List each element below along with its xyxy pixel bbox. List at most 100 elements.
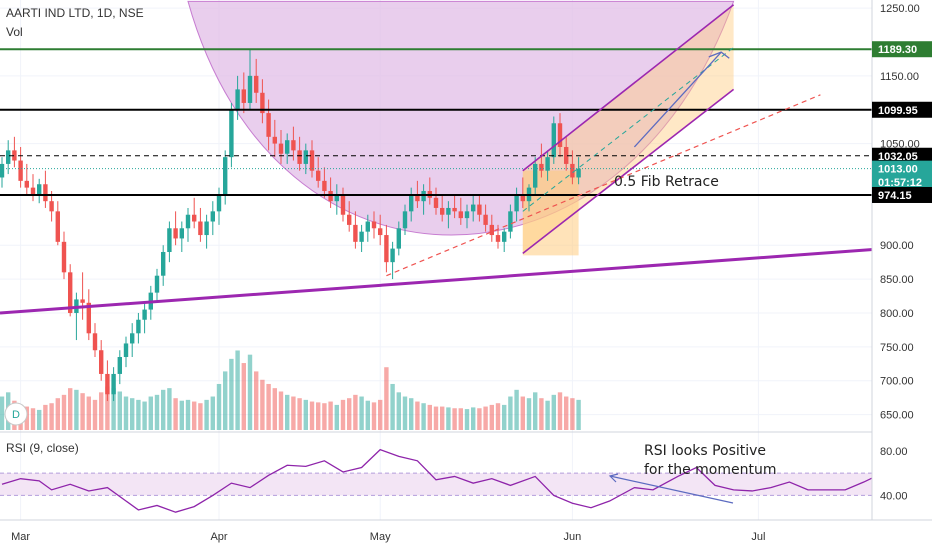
candle-body [371,221,377,229]
candle-body [216,194,222,212]
volume-bar [520,396,525,430]
candle-body [495,235,501,242]
candle-body [161,251,166,276]
candle-body [378,228,383,236]
candle-body [49,201,54,212]
candle-body [30,187,36,195]
volume-bar [272,388,277,430]
volume-bar [86,396,91,430]
volume-bar [278,391,284,430]
volume-bar [204,399,209,430]
volume-bar [30,408,36,430]
price-tick-label: 750.00 [880,342,914,354]
candle-body [508,211,513,232]
rsi-label: RSI (9, close) [6,441,79,455]
time-tick-label: Jun [564,531,582,543]
volume-bar [557,392,563,430]
projection-arrow [633,51,722,148]
candle-body [6,150,11,164]
volume-bar [254,371,259,430]
candle-body [0,163,5,178]
volume-bar [198,403,203,430]
volume-bar [266,383,271,430]
price-tag-label: 1099.95 [878,105,918,117]
volume-bar [533,392,538,430]
rsi-arrow-head [608,473,619,483]
d-badge[interactable] [4,402,28,426]
candle-body [117,357,122,374]
candle-body [477,204,482,215]
volume-bar [216,383,222,430]
volume-bar [440,406,445,430]
time-axis-bg [0,520,932,550]
candle-body [173,228,178,239]
volume-bar [210,396,215,430]
candle-body [278,143,284,154]
candle-body [502,231,507,242]
volume-bar [142,401,147,430]
price-tick-label: 1050.00 [880,139,920,151]
price-tick-label: 850.00 [880,274,914,286]
volume-bar [539,398,544,430]
candle-body [545,157,550,171]
volume-bar [303,399,308,430]
candle-body [136,319,141,334]
candle-body [322,180,327,192]
candle-body [223,157,228,195]
fib-annotation: 0.5 Fib Retrace [614,174,719,190]
time-tick-label: Mar [11,531,30,543]
volume-bar [489,404,494,430]
candle-body [167,228,172,252]
price-tag-label: 01:57:12 [878,177,922,189]
volume-bar [421,403,426,430]
candle-body [359,231,364,242]
price-tick-label: 1250.00 [880,3,920,15]
volume-bar [68,388,73,430]
candle-body [254,75,259,93]
volume-bar [105,386,110,430]
price-tag [872,147,932,164]
volume-bar [123,396,129,430]
price-tag-label: 1032.05 [878,151,918,163]
volume-bar [316,402,321,430]
volume-bar [24,406,29,430]
volume-bar [285,394,290,430]
volume-bar [347,398,352,430]
candle-body [570,163,575,178]
volume-bar [148,396,153,430]
volume-bar [371,402,377,430]
volume-bar [384,367,389,430]
candle-body [365,221,370,232]
candle-body [142,309,147,320]
drawing-lines [0,4,932,315]
volume-bar [477,408,482,430]
orange-box [522,170,579,256]
candle-body [210,211,215,222]
projection-arrow-head [708,51,730,59]
volume-bar [92,399,98,430]
volume-bar [74,389,79,430]
candle-body [86,302,91,334]
candle-body [514,194,519,212]
volume-bar [551,394,556,430]
volume-bar [99,392,104,430]
volume-bar [570,398,575,430]
volume-bar [483,406,488,430]
volume-bar [192,401,197,430]
volume-bar [564,396,569,430]
volume-bar [508,396,513,430]
channel-lower [522,88,735,254]
candle-body [303,150,308,164]
volume-bar [229,358,234,430]
candle-body [384,235,389,263]
candle-body [247,75,253,103]
volume-bar [545,400,550,430]
volume-bar [297,398,302,430]
volume-bar [390,383,395,430]
price-tag-label: 974.15 [878,190,912,202]
candle-body [390,248,395,263]
price-tick-label: 1150.00 [880,71,919,83]
volume-bar [328,401,333,430]
rsi-annotation-line-2: for the momentum [644,462,776,478]
